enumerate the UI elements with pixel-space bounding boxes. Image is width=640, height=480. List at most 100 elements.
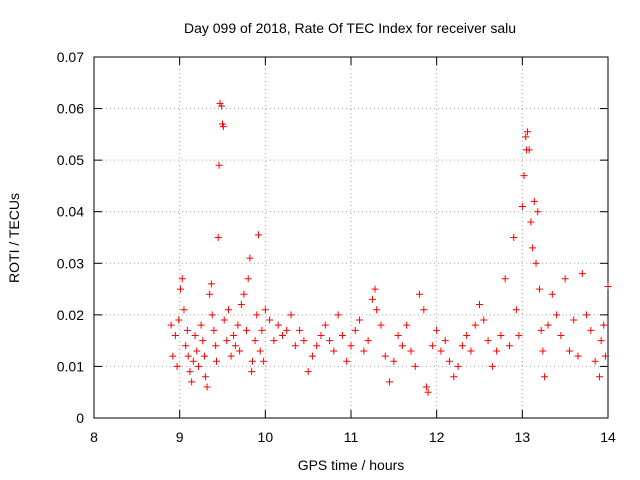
data-point (180, 306, 188, 314)
data-point (373, 306, 381, 314)
data-point (578, 270, 586, 278)
y-tick-label: 0.06 (57, 101, 84, 117)
data-point (403, 321, 411, 329)
data-point (463, 331, 471, 339)
data-points (167, 99, 612, 396)
data-point (398, 342, 406, 350)
data-point (561, 275, 569, 283)
data-point (236, 347, 244, 355)
data-point (300, 337, 308, 345)
data-point (360, 347, 368, 355)
data-point (437, 347, 445, 355)
data-point (260, 357, 268, 365)
data-point (587, 326, 595, 334)
data-point (167, 321, 175, 329)
data-point (270, 337, 278, 345)
data-point (364, 337, 372, 345)
data-point (244, 275, 252, 283)
data-point (175, 316, 183, 324)
data-point (583, 311, 591, 319)
data-point (386, 378, 394, 386)
data-point (541, 373, 549, 381)
y-tick-label: 0.07 (57, 49, 84, 65)
data-point (428, 342, 436, 350)
data-point (219, 123, 227, 131)
data-point (248, 357, 256, 365)
data-point (326, 337, 334, 345)
data-point (308, 352, 316, 360)
data-point (565, 347, 573, 355)
axis-ticks: 0 0.01 0.02 0.03 0.04 0.05 0.06 0.07 8 9 10 11 12 13 1… (57, 49, 616, 445)
data-point (532, 259, 540, 267)
data-point (539, 347, 547, 355)
data-point (446, 357, 454, 365)
data-point (501, 275, 509, 283)
data-point (497, 331, 505, 339)
x-tick-label: 8 (90, 429, 98, 445)
data-point (334, 311, 342, 319)
data-point (261, 306, 269, 314)
data-point (420, 306, 428, 314)
data-point (520, 172, 528, 180)
data-point (248, 368, 256, 376)
data-point (171, 331, 179, 339)
data-point (188, 378, 196, 386)
data-point (274, 321, 282, 329)
data-point (195, 362, 203, 370)
data-point (510, 234, 518, 241)
data-point (258, 326, 266, 334)
data-point (215, 161, 223, 169)
data-point (343, 357, 351, 365)
data-point (254, 231, 262, 239)
data-point (407, 347, 415, 355)
data-point (201, 352, 209, 360)
data-point (231, 342, 239, 350)
data-point (433, 326, 441, 334)
data-point (266, 316, 274, 324)
data-point (223, 337, 231, 345)
data-point (356, 316, 364, 324)
data-point (377, 321, 385, 329)
data-point (210, 326, 218, 334)
data-point (422, 383, 430, 391)
data-point (574, 352, 582, 360)
data-point (237, 301, 245, 309)
x-axis-label: GPS time / hours (298, 457, 405, 473)
data-point (534, 208, 542, 216)
y-tick-label: 0.02 (57, 307, 84, 323)
data-point (313, 342, 321, 350)
data-point (218, 102, 226, 110)
data-point (597, 337, 605, 345)
data-point (467, 347, 475, 355)
data-point (214, 234, 222, 241)
data-point (416, 290, 424, 298)
data-point (450, 373, 458, 381)
data-point (330, 347, 338, 355)
data-point (227, 352, 235, 360)
data-point (454, 362, 462, 370)
data-point (177, 285, 185, 293)
data-point (557, 331, 565, 339)
x-tick-label: 12 (429, 429, 445, 445)
data-point (523, 128, 531, 136)
data-point (203, 383, 211, 391)
data-point (458, 342, 466, 350)
data-point (484, 337, 492, 345)
data-point (394, 331, 402, 339)
data-point (338, 331, 346, 339)
data-point (169, 352, 177, 360)
data-point (189, 357, 197, 365)
data-point (207, 280, 215, 288)
data-point (535, 285, 543, 293)
data-point (505, 342, 513, 350)
data-point (178, 275, 186, 283)
y-axis-label: ROTI / TECUs (6, 193, 22, 283)
data-point (234, 321, 242, 329)
data-point (212, 342, 220, 350)
data-point (224, 306, 232, 314)
data-point (480, 316, 488, 324)
data-point (525, 146, 533, 154)
y-tick-label: 0.05 (57, 152, 84, 168)
data-point (191, 331, 199, 339)
data-point (186, 368, 194, 376)
